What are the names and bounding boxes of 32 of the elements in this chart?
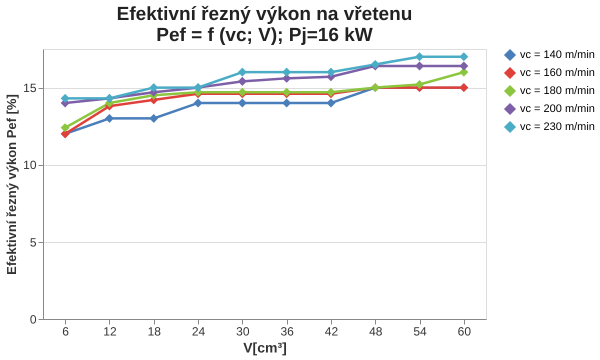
point — [104, 114, 114, 123]
x-tick-label: 24 — [192, 324, 206, 338]
legend-label: vc = 160 m/min — [520, 67, 595, 79]
x-tick-label: 6 — [62, 324, 70, 338]
x-tick-label: 18 — [148, 324, 162, 338]
y-tick-label: 5 — [30, 235, 37, 250]
y-tick-label: 0 — [30, 312, 37, 326]
legend-label: vc = 230 m/min — [520, 121, 595, 133]
x-tick-label: 54 — [413, 324, 428, 338]
x-tick-label: 42 — [324, 324, 338, 338]
point — [415, 80, 424, 89]
x-tick-label: 12 — [103, 324, 117, 338]
point — [238, 76, 247, 86]
text: Efektivní řezný výkon na vřetenu — [116, 4, 412, 25]
text: Pef = f (vc; V); Pj=16 kW — [156, 25, 373, 46]
legend-label: vc = 180 m/min — [520, 85, 595, 97]
point — [60, 94, 70, 103]
y-tick-label: 15 — [23, 81, 37, 96]
x-tick-label: 36 — [280, 324, 294, 338]
y-axis-title: Efektivní řezný výkon Pef [%] — [4, 94, 20, 275]
point — [149, 83, 158, 92]
legend-label: vc = 200 m/min — [520, 103, 595, 115]
point — [60, 123, 70, 132]
legend-label: vc = 140 m/min — [520, 49, 595, 61]
point — [282, 68, 292, 77]
x-tick-label: 48 — [369, 324, 383, 338]
x-tick-label: 60 — [458, 324, 472, 338]
y-tick-label: 10 — [23, 158, 37, 172]
point — [238, 68, 247, 77]
point — [149, 114, 158, 123]
x-axis-title: V[cm³] — [243, 340, 287, 356]
x-tick-label: 30 — [236, 324, 250, 338]
